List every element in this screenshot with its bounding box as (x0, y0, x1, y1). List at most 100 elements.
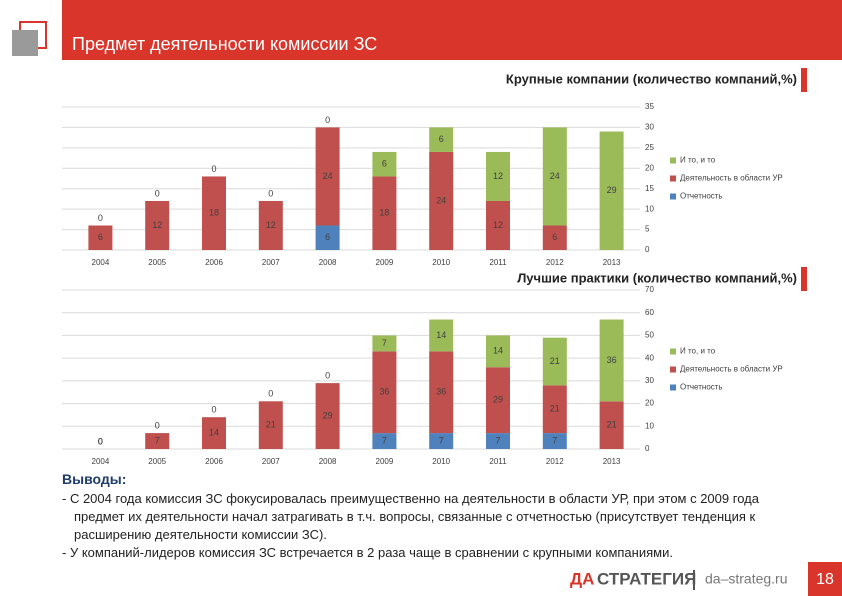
value-label: 21 (550, 404, 560, 414)
conclusions-heading: Выводы: (62, 471, 127, 487)
bar-segment (429, 151, 454, 250)
value-label: 0 (268, 389, 273, 399)
logo-separator (693, 570, 695, 590)
bar-segment (258, 401, 283, 449)
x-tick-label: 2004 (92, 457, 110, 466)
x-tick-label: 2005 (148, 457, 166, 466)
conclusions: Выводы: - С 2004 года комиссия ЗС фокуси… (62, 470, 792, 562)
legend-swatch (670, 348, 676, 355)
bar-segment (542, 433, 567, 449)
value-label: 6 (439, 134, 444, 144)
conclusion-item: - С 2004 года комиссия ЗС фокусировалась… (62, 491, 759, 542)
value-label: 0 (155, 188, 160, 198)
bar-segment (542, 385, 567, 434)
chart-title: Лучшие практики (количество компаний,%) (517, 270, 797, 285)
value-label: 7 (382, 338, 387, 348)
title-marker (801, 68, 807, 92)
bar-segment (486, 367, 510, 434)
value-label: 21 (266, 420, 276, 430)
y-tick-label: 20 (645, 399, 654, 408)
value-label: 14 (493, 346, 503, 356)
x-tick-label: 2013 (603, 258, 621, 267)
x-tick-label: 2008 (319, 457, 337, 466)
x-tick-label: 2011 (489, 258, 507, 267)
y-tick-label: 5 (645, 225, 650, 234)
value-label: 12 (152, 220, 162, 230)
bar-segment (315, 127, 340, 226)
legend-swatch (670, 175, 676, 182)
site: da–strateg.ru (705, 571, 788, 587)
y-tick-label: 30 (645, 376, 654, 385)
legend-label: Деятельность в области УР (680, 365, 783, 374)
x-tick-label: 2011 (489, 457, 507, 466)
x-tick-label: 2012 (546, 258, 564, 267)
value-label: 0 (98, 213, 103, 223)
y-tick-label: 35 (645, 102, 654, 111)
bar-segment (202, 176, 226, 250)
bar-segment (486, 335, 510, 368)
x-tick-label: 2004 (92, 258, 110, 267)
value-label: 6 (98, 232, 103, 242)
header-title: Предмет деятельности комиссии ЗС (72, 34, 377, 54)
value-label: 21 (607, 420, 617, 430)
value-label: 12 (493, 171, 503, 181)
bar-segment (599, 319, 624, 402)
value-label: 14 (436, 330, 446, 340)
legend-label: Отчетность (680, 192, 723, 201)
bar-segment (145, 200, 170, 250)
value-label: 36 (436, 387, 446, 397)
value-label: 0 (98, 436, 103, 446)
value-label: 12 (266, 220, 276, 230)
bar-segment (599, 401, 624, 449)
value-label: 36 (607, 355, 617, 365)
value-label: 7 (439, 435, 444, 445)
y-tick-label: 15 (645, 184, 654, 193)
value-label: 21 (550, 356, 560, 366)
bar-segment (429, 127, 454, 152)
x-tick-label: 2006 (205, 457, 223, 466)
x-tick-label: 2013 (603, 457, 621, 466)
value-label: 6 (552, 232, 557, 242)
title-marker (801, 267, 807, 291)
header-icon (12, 30, 38, 56)
x-tick-label: 2010 (432, 258, 450, 267)
bar-segment (486, 433, 510, 449)
logo-part: ДА (570, 569, 594, 588)
value-label: 18 (379, 208, 389, 218)
bar-segment (372, 335, 397, 352)
legend-label: И то, и то (680, 156, 716, 165)
y-tick-label: 20 (645, 163, 654, 172)
bar-segment (486, 200, 510, 250)
bar-segment (372, 433, 397, 449)
value-label: 7 (552, 435, 557, 445)
value-label: 24 (323, 171, 333, 181)
y-tick-label: 50 (645, 331, 654, 340)
y-tick-label: 30 (645, 123, 654, 132)
value-label: 29 (493, 395, 503, 405)
value-label: 29 (323, 410, 333, 420)
header-bar (62, 0, 842, 60)
x-tick-label: 2009 (376, 258, 394, 267)
value-label: 0 (98, 436, 103, 446)
value-label: 18 (209, 208, 219, 218)
value-label: 0 (98, 436, 103, 446)
y-tick-label: 10 (645, 421, 654, 430)
bar-segment (258, 200, 283, 250)
value-label: 12 (493, 220, 503, 230)
x-tick-label: 2006 (205, 258, 223, 267)
page-number: 18 (816, 571, 834, 588)
logo-part: СТРАТЕГИЯ (597, 569, 696, 588)
value-label: 0 (155, 420, 160, 430)
bar-segment (542, 337, 567, 386)
value-label: 0 (268, 188, 273, 198)
legend-swatch (670, 384, 676, 391)
value-label: 24 (550, 171, 560, 181)
value-label: 6 (325, 232, 330, 242)
value-label: 36 (379, 387, 389, 397)
x-tick-label: 2007 (262, 258, 280, 267)
page-box (808, 562, 842, 596)
legend-swatch (670, 193, 676, 200)
bar-segment (372, 151, 397, 177)
value-label: 0 (211, 405, 216, 415)
